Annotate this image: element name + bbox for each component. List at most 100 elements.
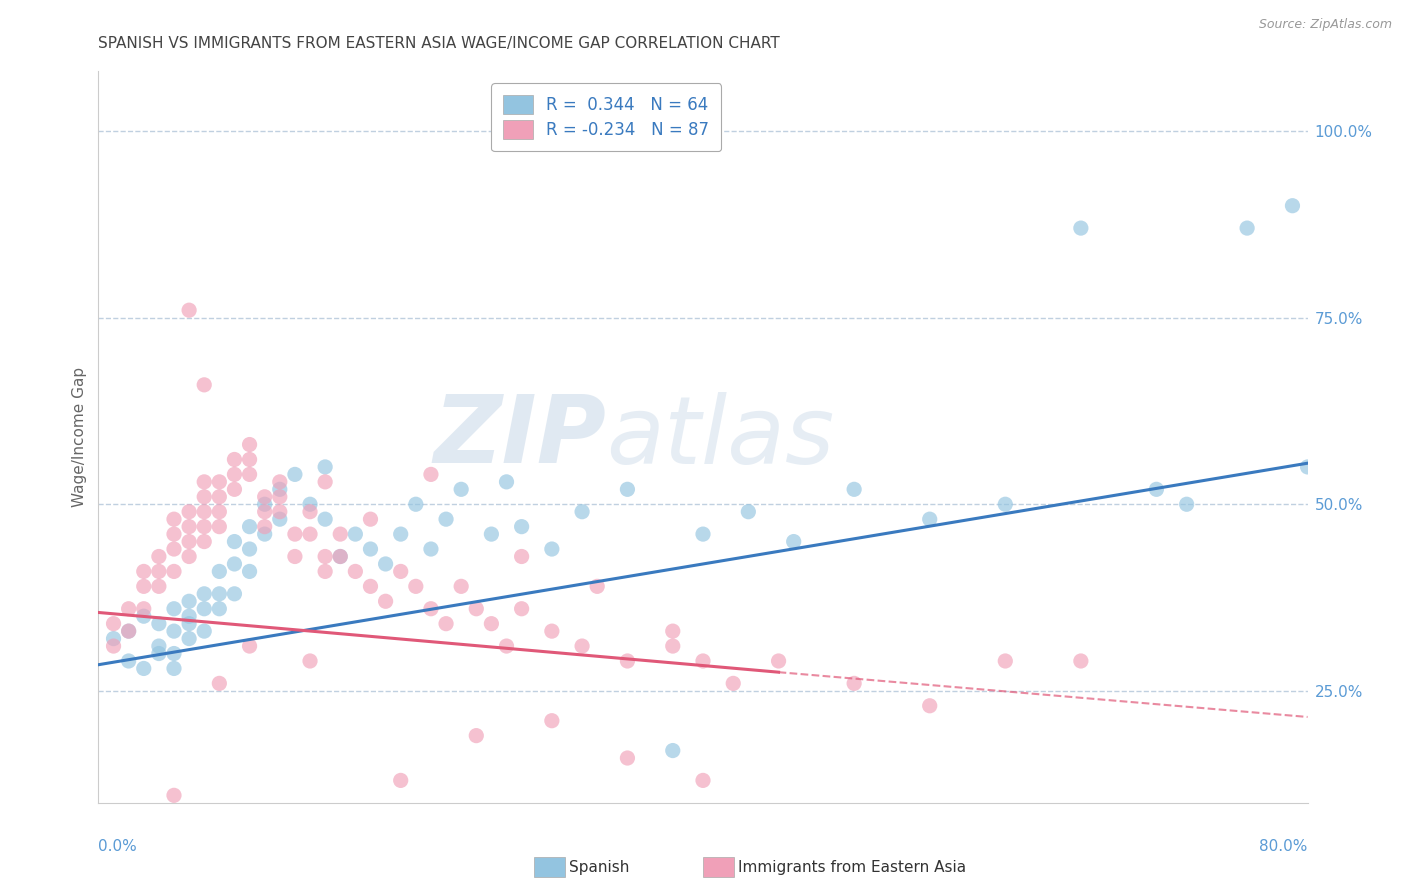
Point: [314, 475, 336, 489]
Point: [692, 654, 714, 668]
Point: [419, 467, 441, 482]
Point: [405, 497, 427, 511]
Point: [481, 527, 503, 541]
Point: [193, 534, 215, 549]
Point: [163, 542, 186, 557]
Point: [253, 490, 276, 504]
Point: [163, 512, 186, 526]
Point: [163, 601, 186, 615]
Point: [193, 377, 215, 392]
Point: [103, 632, 125, 646]
Point: [163, 789, 186, 803]
Point: [177, 303, 201, 318]
Point: [269, 505, 291, 519]
Point: [994, 497, 1017, 511]
Point: [571, 505, 593, 519]
Point: [148, 579, 170, 593]
Point: [224, 483, 246, 497]
Point: [329, 549, 352, 564]
Point: [132, 601, 155, 615]
Point: [692, 527, 714, 541]
Point: [314, 565, 336, 579]
Point: [844, 676, 866, 690]
Text: 0.0%: 0.0%: [98, 839, 138, 855]
Point: [465, 729, 488, 743]
Point: [163, 527, 186, 541]
Point: [299, 654, 322, 668]
Point: [419, 601, 441, 615]
Point: [661, 624, 683, 639]
Point: [177, 505, 201, 519]
Point: [692, 773, 714, 788]
Legend: R =  0.344   N = 64, R = -0.234   N = 87: R = 0.344 N = 64, R = -0.234 N = 87: [492, 83, 721, 151]
Point: [253, 519, 276, 533]
Point: [389, 565, 412, 579]
Point: [239, 565, 262, 579]
Point: [177, 594, 201, 608]
Point: [253, 505, 276, 519]
Point: [148, 616, 170, 631]
Point: [360, 579, 382, 593]
Point: [148, 565, 170, 579]
Point: [193, 624, 215, 639]
Point: [224, 467, 246, 482]
Point: [374, 594, 396, 608]
Point: [163, 565, 186, 579]
Point: [239, 519, 262, 533]
Point: [994, 654, 1017, 668]
Point: [177, 519, 201, 533]
Point: [177, 549, 201, 564]
Point: [586, 579, 609, 593]
Point: [782, 534, 804, 549]
Point: [299, 497, 322, 511]
Point: [177, 632, 201, 646]
Point: [193, 519, 215, 533]
Point: [329, 549, 352, 564]
Point: [284, 549, 307, 564]
Point: [148, 647, 170, 661]
Point: [1236, 221, 1258, 235]
Point: [239, 467, 262, 482]
Point: [132, 579, 155, 593]
Point: [118, 624, 141, 639]
Text: Immigrants from Eastern Asia: Immigrants from Eastern Asia: [738, 860, 966, 874]
Point: [434, 512, 457, 526]
Point: [510, 601, 533, 615]
Point: [253, 527, 276, 541]
Point: [374, 557, 396, 571]
Point: [571, 639, 593, 653]
Point: [208, 505, 231, 519]
Point: [1070, 654, 1092, 668]
Point: [163, 661, 186, 675]
Point: [495, 475, 517, 489]
Point: [177, 609, 201, 624]
Point: [118, 654, 141, 668]
Point: [299, 505, 322, 519]
Point: [224, 557, 246, 571]
Point: [208, 565, 231, 579]
Point: [721, 676, 744, 690]
Point: [616, 483, 638, 497]
Point: [148, 639, 170, 653]
Point: [269, 512, 291, 526]
Point: [239, 542, 262, 557]
Point: [132, 565, 155, 579]
Point: [360, 512, 382, 526]
Point: [208, 587, 231, 601]
Point: [177, 616, 201, 631]
Point: [224, 534, 246, 549]
Point: [193, 587, 215, 601]
Point: [239, 639, 262, 653]
Point: [314, 549, 336, 564]
Point: [193, 601, 215, 615]
Point: [269, 483, 291, 497]
Point: [208, 601, 231, 615]
Point: [284, 467, 307, 482]
Y-axis label: Wage/Income Gap: Wage/Income Gap: [72, 367, 87, 508]
Point: [314, 459, 336, 474]
Point: [510, 549, 533, 564]
Point: [419, 542, 441, 557]
Point: [495, 639, 517, 653]
Point: [389, 773, 412, 788]
Text: Source: ZipAtlas.com: Source: ZipAtlas.com: [1258, 18, 1392, 31]
